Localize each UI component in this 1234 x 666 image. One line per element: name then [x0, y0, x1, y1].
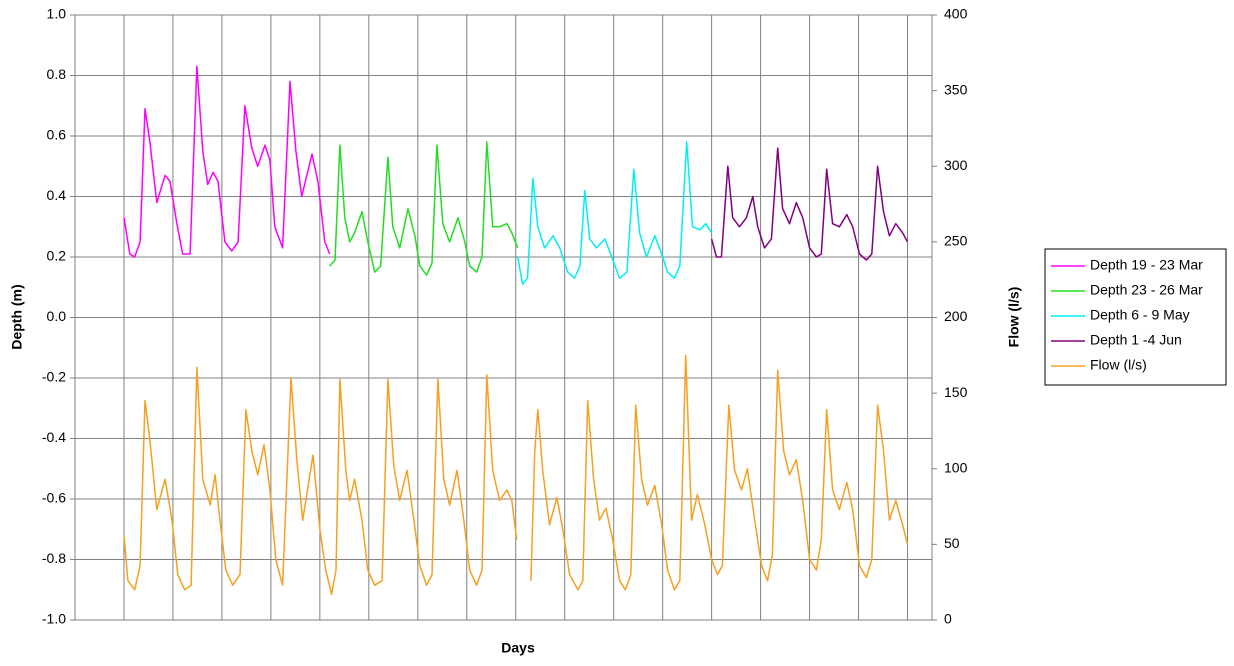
- y2-tick-label: 400: [944, 6, 968, 22]
- y-tick-label: 0.2: [47, 248, 67, 264]
- y-tick-label: 0.0: [47, 308, 67, 324]
- legend-label: Depth 23 - 26 Mar: [1090, 282, 1203, 298]
- y-axis-label: Depth (m): [9, 284, 25, 349]
- y-tick-label: -0.4: [42, 429, 66, 445]
- x-axis-label: Days: [501, 640, 535, 656]
- series-line: [329, 141, 519, 276]
- y2-tick-label: 100: [944, 459, 968, 475]
- legend-label: Depth 1 -4 Jun: [1090, 332, 1182, 348]
- legend-label: Depth 6 - 9 May: [1090, 307, 1190, 323]
- y2-tick-label: 50: [944, 535, 960, 551]
- y-tick-label: 0.8: [47, 66, 67, 82]
- y-tick-label: 0.4: [47, 187, 67, 203]
- y-tick-label: 1.0: [47, 6, 67, 22]
- y-tick-label: -1.0: [42, 611, 66, 627]
- y2-tick-label: 0: [944, 611, 952, 627]
- y2-tick-label: 300: [944, 157, 968, 173]
- legend: [1044, 248, 1227, 386]
- y2-tick-label: 200: [944, 308, 968, 324]
- y-tick-label: -0.8: [42, 550, 66, 566]
- y-tick-label: -0.2: [42, 369, 66, 385]
- series-line: [516, 141, 713, 285]
- y-tick-label: 0.6: [47, 127, 67, 143]
- y-tick-label: -0.6: [42, 490, 66, 506]
- legend-label: Flow (l/s): [1090, 357, 1147, 373]
- y2-axis-label: Flow (l/s): [1006, 287, 1022, 348]
- series-line: [710, 147, 909, 261]
- y2-tick-label: 250: [944, 233, 968, 249]
- series-line: [123, 354, 909, 596]
- y2-tick-label: 350: [944, 81, 968, 97]
- series-line: [123, 65, 331, 258]
- y2-tick-label: 150: [944, 384, 968, 400]
- legend-label: Depth 19 - 23 Mar: [1090, 257, 1203, 273]
